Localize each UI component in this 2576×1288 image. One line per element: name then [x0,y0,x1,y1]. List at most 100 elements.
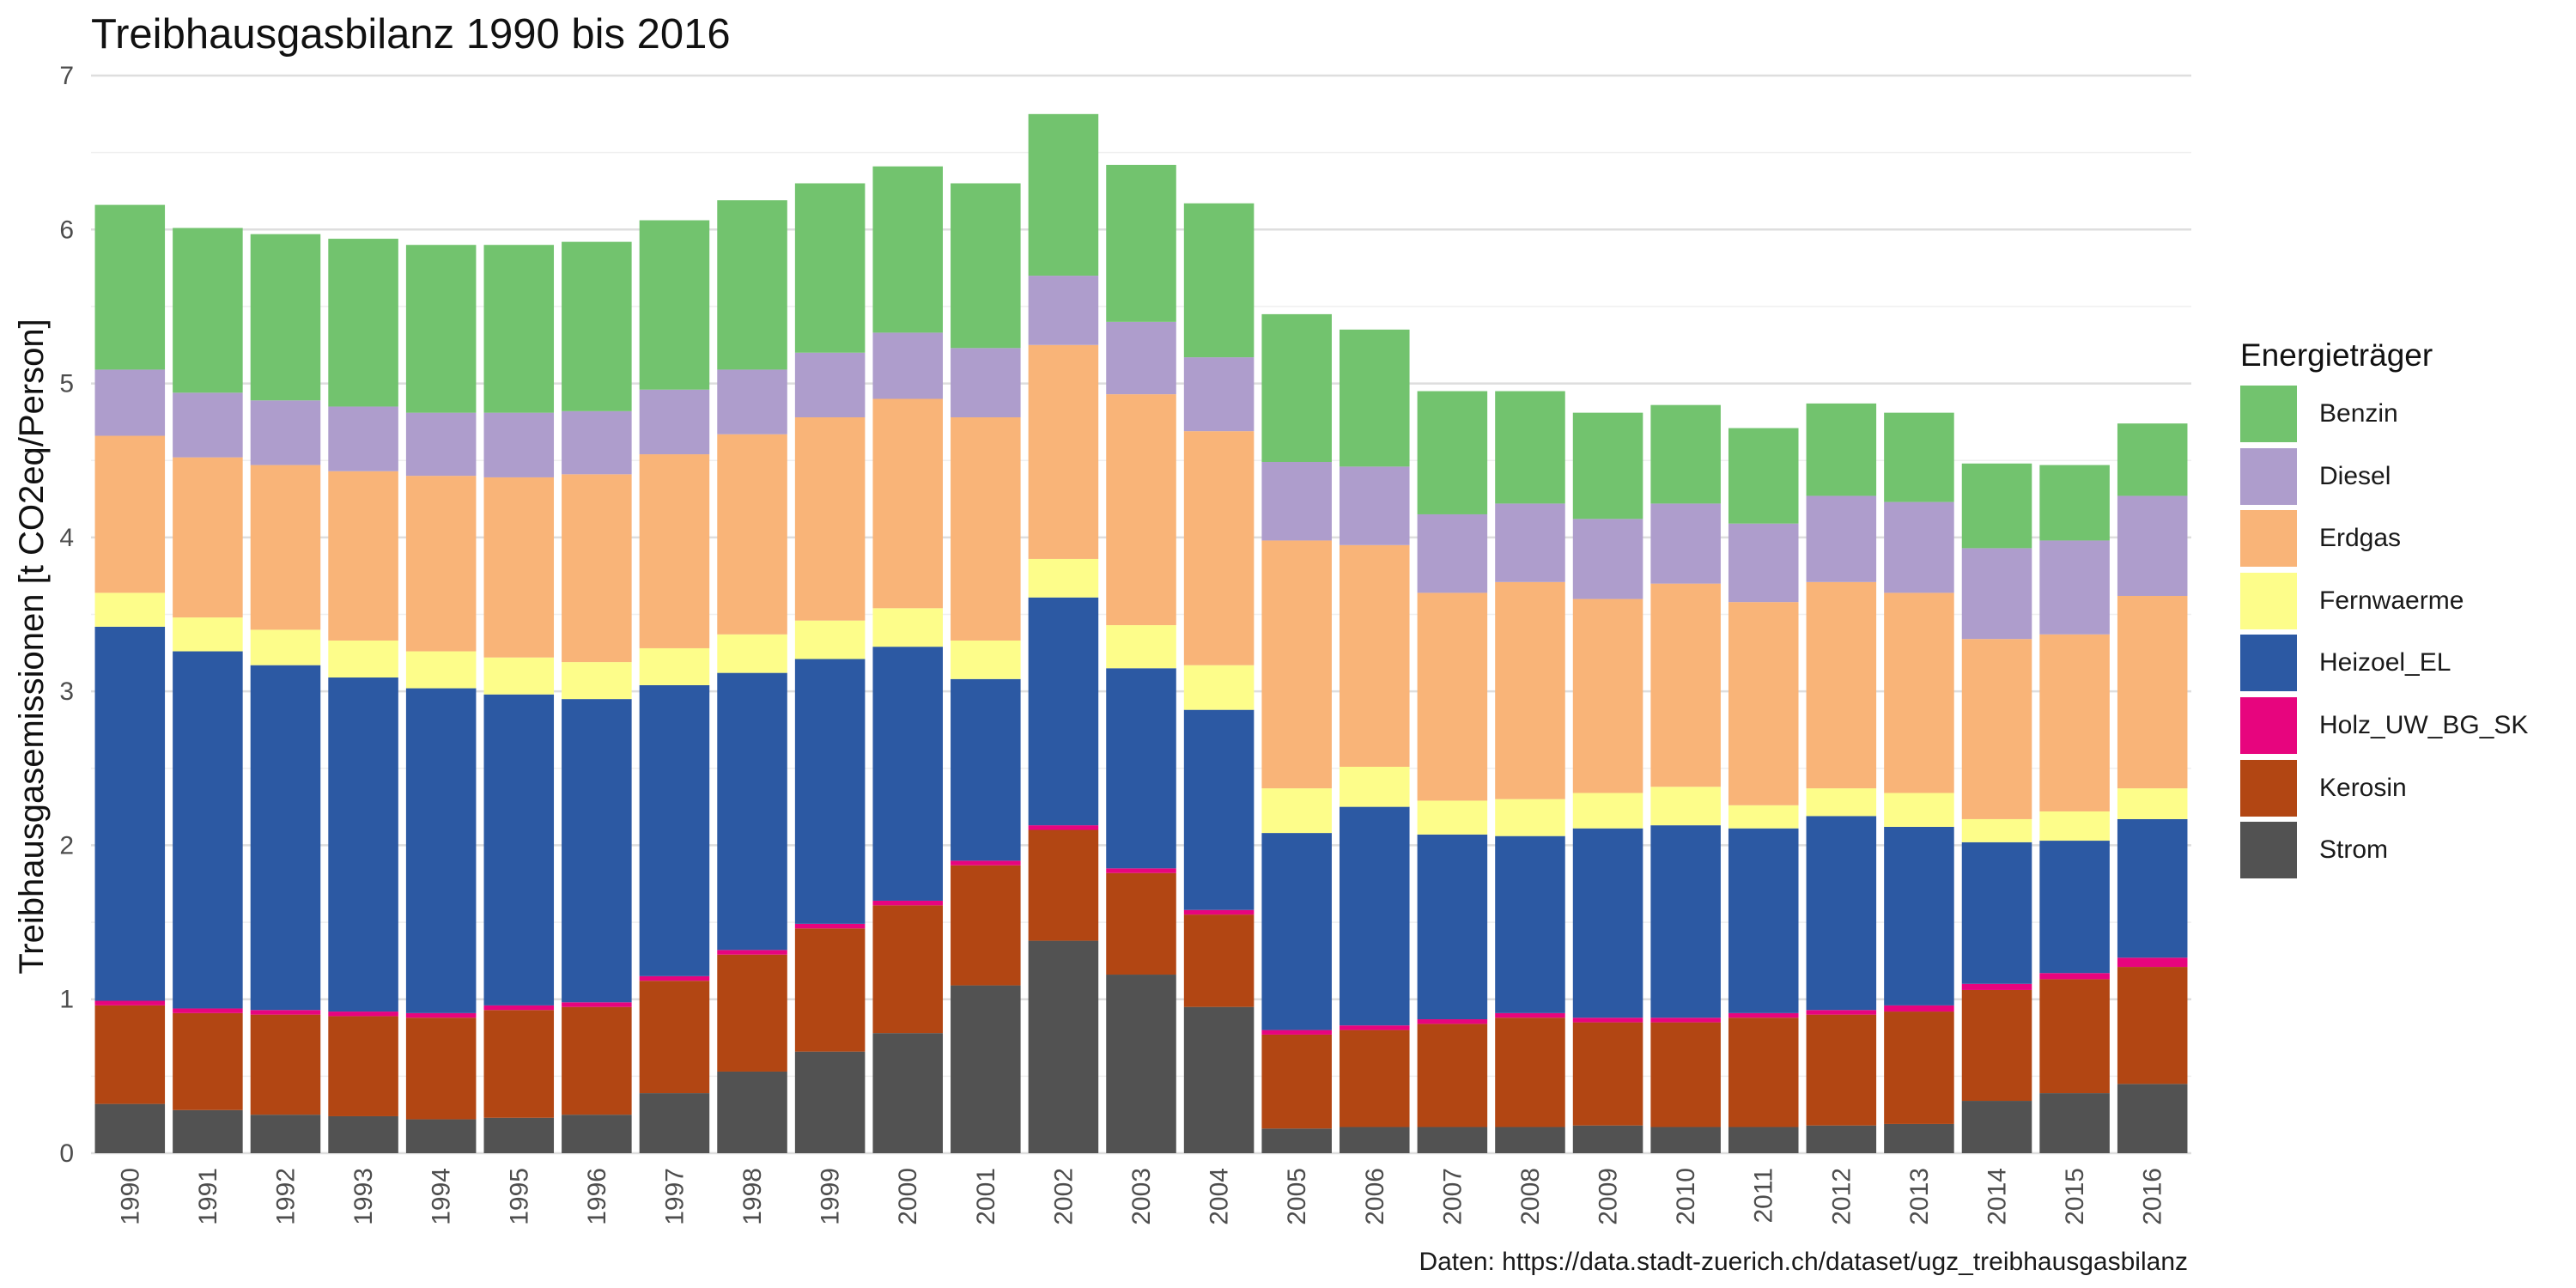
x-tick-label: 1991 [194,1168,222,1225]
bar-segment-holz-uw-bg-sk-1997 [639,975,710,981]
bar-segment-kerosin-1998 [717,954,787,1072]
bar-segment-kerosin-2000 [872,905,943,1034]
x-tick-label: 1995 [505,1168,533,1225]
bar-segment-diesel-2005 [1261,462,1332,541]
legend-swatch [2240,447,2297,505]
x-tick-label: 1994 [428,1168,456,1225]
bar-segment-erdgas-1994 [405,476,477,652]
x-tick-label: 2011 [1750,1168,1778,1224]
bar-segment-fernwaerme-2004 [1183,665,1255,710]
bar-segment-erdgas-2000 [872,398,943,609]
bar-segment-fernwaerme-2005 [1261,788,1332,834]
bar-segment-kerosin-1999 [794,928,866,1052]
bar-segment-erdgas-2009 [1572,598,1643,793]
bar-segment-erdgas-2007 [1417,592,1488,801]
bar-segment-fernwaerme-2000 [872,608,943,647]
bar-segment-benzin-1994 [405,245,477,413]
bar-segment-erdgas-1995 [483,477,555,658]
x-tick-label: 1993 [349,1168,378,1225]
bar-segment-strom-2005 [1261,1128,1332,1153]
bar-segment-holz-uw-bg-sk-2011 [1728,1012,1799,1018]
bar-segment-benzin-2014 [1961,463,2032,549]
bar-segment-benzin-1996 [562,241,632,411]
bar-segment-holz-uw-bg-sk-1993 [328,1012,398,1017]
x-tick-label: 2002 [1049,1168,1078,1225]
bar-segment-diesel-1997 [639,389,710,455]
bar-segment-erdgas-2002 [1028,344,1099,559]
bar-segment-strom-1997 [639,1093,710,1153]
bar-segment-fernwaerme-2007 [1417,800,1488,835]
bar-segment-erdgas-1993 [328,471,398,641]
x-tick-label: 2014 [1984,1168,2012,1225]
legend-label: Kerosin [2319,773,2407,802]
bar-segment-kerosin-2016 [2117,967,2188,1084]
bar-segment-strom-1990 [94,1103,166,1153]
bar-segment-holz-uw-bg-sk-2014 [1961,983,2032,990]
bar-segment-strom-1994 [405,1119,477,1153]
y-tick-label: 4 [59,524,74,552]
bar-segment-heizoel-el-1993 [328,677,398,1012]
x-tick-label: 2010 [1672,1168,1700,1225]
bar-segment-kerosin-2001 [951,865,1021,986]
legend-label: Fernwaerme [2319,586,2464,615]
bar-segment-holz-uw-bg-sk-1994 [405,1012,477,1018]
bar-segment-benzin-1991 [173,228,243,393]
legend-label: Benzin [2319,399,2398,428]
bar-segment-holz-uw-bg-sk-2015 [2039,973,2110,980]
x-tick-label: 1999 [817,1168,845,1225]
bar-segment-diesel-1995 [483,412,555,477]
x-tick-label: 2006 [1361,1168,1389,1225]
bar-segment-holz-uw-bg-sk-2001 [951,860,1021,866]
x-tick-label: 1996 [583,1168,611,1225]
bar-segment-heizoel-el-2001 [951,678,1021,861]
bar-segment-erdgas-2010 [1650,583,1721,787]
bar-segment-diesel-1996 [562,410,632,475]
bar-segment-fernwaerme-2013 [1884,793,1954,827]
legend-label: Heizoel_EL [2319,648,2451,677]
bar-segment-holz-uw-bg-sk-2007 [1417,1019,1488,1024]
bar-segment-kerosin-2008 [1495,1018,1565,1127]
bar-segment-benzin-2004 [1183,203,1255,358]
bar-segment-benzin-1998 [717,200,787,370]
bar-segment-diesel-1993 [328,406,398,471]
legend-label: Holz_UW_BG_SK [2319,710,2529,739]
bar-segment-strom-2016 [2117,1084,2188,1153]
bar-segment-holz-uw-bg-sk-1992 [250,1010,321,1015]
y-tick-label: 0 [59,1139,74,1168]
bar-segment-heizoel-el-2006 [1340,806,1410,1026]
x-tick-label: 1992 [271,1168,300,1225]
legend-item-fernwaerme: Fernwaerme [2240,570,2567,633]
bar-segment-kerosin-2004 [1183,914,1255,1007]
bar-segment-holz-uw-bg-sk-2009 [1572,1018,1643,1023]
bar-segment-erdgas-1998 [717,434,787,635]
legend-item-benzin: Benzin [2240,383,2567,446]
bar-segment-kerosin-2005 [1261,1034,1332,1129]
bar-segment-fernwaerme-2011 [1728,805,1799,829]
data-source-caption: Daten: https://data.stadt-zuerich.ch/dat… [1419,1248,2188,1276]
legend-title: Energieträger [2240,337,2433,373]
bar-segment-kerosin-1997 [639,981,710,1094]
x-tick-label: 2001 [972,1168,1000,1225]
bar-segment-fernwaerme-2003 [1106,625,1176,669]
bar-segment-kerosin-1994 [405,1018,477,1120]
bar-segment-holz-uw-bg-sk-2004 [1183,909,1255,915]
bar-segment-benzin-2012 [1806,403,1877,496]
legend-label: Erdgas [2319,524,2402,553]
bar-segment-diesel-2009 [1572,519,1643,599]
bar-segment-kerosin-2002 [1028,829,1099,941]
legend-item-diesel: Diesel [2240,446,2567,508]
x-tick-label: 2007 [1438,1168,1467,1225]
y-axis-ticks: 0 1 2 3 4 5 6 7 [59,62,74,1168]
bar-segment-diesel-2015 [2039,540,2110,635]
bar-segment-erdgas-2008 [1495,581,1565,799]
y-tick-label: 3 [59,677,74,706]
bar-segment-erdgas-1991 [173,457,243,618]
bar-segment-kerosin-2011 [1728,1018,1799,1127]
bar-segment-heizoel-el-1992 [250,665,321,1011]
bar-segment-benzin-1993 [328,239,398,407]
bar-segment-benzin-1992 [250,234,321,401]
bar-segment-heizoel-el-2000 [872,647,943,901]
bar-segment-erdgas-2003 [1106,394,1176,626]
bar-segment-holz-uw-bg-sk-2003 [1106,868,1176,873]
